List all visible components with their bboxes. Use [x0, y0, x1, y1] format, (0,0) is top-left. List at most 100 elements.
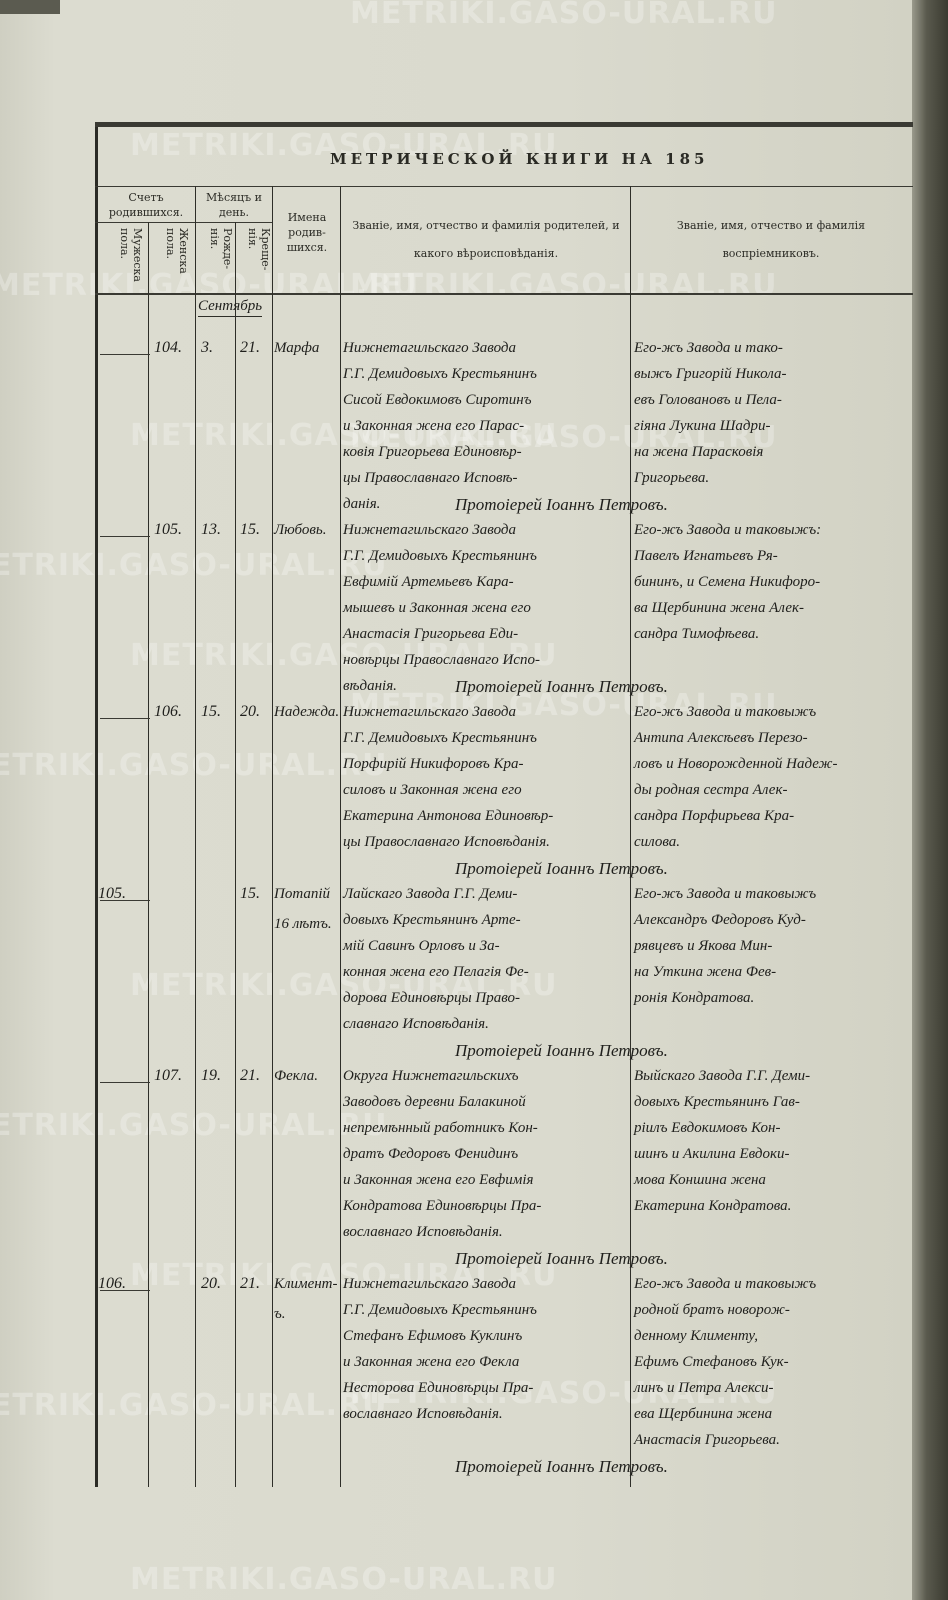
entry-parents-line: довыхъ Крестьянинъ Арте-	[343, 912, 521, 928]
watermark-text: METRIKI.GASO-URAL.RU	[130, 1258, 558, 1293]
entry-godparents-line: ріилъ Евдокимовъ Кон-	[634, 1120, 781, 1136]
entry-baptism-day: 20.	[240, 703, 260, 720]
watermark-text: METRIKI.GASO-URAL.RU	[130, 418, 558, 453]
entry-birth-day: 13.	[201, 521, 221, 538]
entry-godparents-line: линъ и Петра Алекси-	[634, 1380, 774, 1396]
entry-godparents-line: гіяна Лукина Шадри-	[634, 418, 771, 434]
entry-female-number: 106.	[154, 703, 182, 720]
page-paper	[0, 0, 918, 1600]
entry-parents-line: Г.Г. Демидовыхъ Крестьянинъ	[343, 366, 537, 382]
entry-priest-signature: Протоіерей Іоаннъ Петровъ.	[455, 1041, 668, 1060]
entry-parents-line: ковія Григорьева Единовѣр-	[343, 444, 522, 460]
entry-male-number: 106.	[98, 1275, 126, 1292]
entry-male-number: 105.	[98, 885, 126, 902]
entry-godparents-line: на Уткина жена Фев-	[634, 964, 777, 980]
entry-godparents-line: Выйскаго Завода Г.Г. Деми-	[634, 1068, 811, 1084]
entry-godparents-line: Григорьева.	[634, 470, 710, 486]
entry-godparents-line: Ефимъ Стефановъ Кук-	[634, 1354, 789, 1370]
entry-parents-line: Нижнетагильскаго Завода	[343, 340, 516, 356]
watermark-text: METRIKI.GASO-URAL.RU	[0, 548, 388, 583]
watermark-text: METRIKI.GASO-URAL.RU	[350, 688, 778, 723]
header-parents: Званіе, имя, отчество и фамилія родителе…	[352, 219, 620, 260]
entry-birth-day: 20.	[201, 1275, 221, 1292]
entry-godparents-line: рявцевъ и Якова Мин-	[634, 938, 773, 954]
entry-child-name: Климент-	[274, 1276, 338, 1292]
entry-parents-line: вѣданія.	[343, 678, 397, 694]
entry-child-name: ъ.	[274, 1306, 286, 1322]
entry-godparents-line: ронія Кондратова.	[634, 990, 755, 1006]
col-rule-female	[195, 186, 196, 1487]
entry-priest-signature: Протоіерей Іоаннъ Петровъ.	[455, 1457, 668, 1476]
entry-godparents-line: шинъ и Акилина Евдоки-	[634, 1146, 790, 1162]
entry-parents-line: Нижнетагильскаго Завода	[343, 704, 516, 720]
entry-parents-line: Г.Г. Демидовыхъ Крестьянинъ	[343, 1302, 537, 1318]
watermark-text: METRIKI.GASO-URAL.RU	[130, 128, 558, 163]
col-rule-parents	[630, 186, 631, 1487]
entry-godparents-line: выжъ Григорій Никола-	[634, 366, 787, 382]
page-title: МЕТРИЧЕСКОЙ КНИГИ НА 185	[330, 150, 709, 168]
entry-godparents-line: ва Щербинина жена Алек-	[634, 600, 804, 616]
entry-godparents-line: Его-жъ Завода и таковыжъ	[634, 886, 817, 902]
entry-child-name: Потапій	[274, 886, 331, 902]
watermark-text: METRIKI.GASO-URAL.RU	[350, 1376, 778, 1411]
entry-godparents-line: мова Коншина жена	[634, 1172, 766, 1188]
entry-baptism-day: 21.	[240, 1275, 260, 1292]
watermark-text: METRIKI.GASO-URAL.RU	[0, 268, 418, 303]
entry-godparents-line: родной братъ новорож-	[634, 1302, 790, 1318]
entry-child-name: Фекла.	[274, 1068, 319, 1084]
entry-child-name: Любовь.	[274, 522, 327, 538]
watermark-text: METRIKI.GASO-URAL.RU	[350, 0, 778, 31]
entry-godparents-line: Екатерина Кондратова.	[634, 1198, 792, 1214]
entry-godparents-line: Анастасія Григорьева.	[634, 1432, 780, 1448]
entry-parents-line: конная жена его Пелагія Фе-	[343, 964, 529, 980]
entry-godparents-line: силова.	[634, 834, 681, 850]
entry-parents-line: новѣрцы Православнаго Испо-	[343, 652, 540, 668]
entry-priest-signature: Протоіерей Іоаннъ Петровъ.	[455, 495, 668, 514]
month-label: Сентябрь	[198, 296, 263, 317]
watermark-text: METRIKI.GASO-URAL.RU	[130, 968, 558, 1003]
col-rule-names	[340, 186, 341, 1487]
entry-godparents-line: Павелъ Игнатьевъ Ря-	[634, 548, 778, 564]
table-top-rule	[95, 122, 913, 127]
entry-parents-line: дорова Единовѣрцы Право-	[343, 990, 521, 1006]
entry-parents-line: непремѣнный работникъ Кон-	[343, 1120, 538, 1136]
entry-baptism-day: 21.	[240, 339, 260, 356]
entry-parents-line: данія.	[343, 496, 381, 512]
entry-parents-line: мій Савинъ Орловъ и За-	[343, 938, 500, 954]
entry-parents-line: дратъ Федоровъ Фенидинъ	[343, 1146, 519, 1162]
watermark-text: METRIKI.GASO-URAL.RU	[130, 1562, 558, 1597]
entry-godparents-line: ды родная сестра Алек-	[634, 782, 788, 798]
watermark-text: METRIKI.GASO-URAL.RU	[0, 1388, 388, 1423]
entry-godparents-line: сандра Тимофѣева.	[634, 626, 760, 642]
entry-parents-line: цы Православнаго Исповѣданія.	[343, 834, 550, 850]
header-names: Имена родив-шихся.	[286, 211, 328, 254]
watermark-text: METRIKI.GASO-URAL.RU	[350, 268, 778, 303]
header-sub-rule	[95, 222, 273, 223]
entry-godparents-line: Его-жъ Завода и таковыжъ:	[634, 522, 822, 538]
entry-priest-signature: Протоіерей Іоаннъ Петровъ.	[455, 859, 668, 878]
entry-parents-line: и Законная жена его Евфимія	[343, 1172, 534, 1188]
table-frame	[95, 122, 916, 1487]
entry-parents-line: Сисой Евдокимовъ Сиротинъ	[343, 392, 532, 408]
entry-godparents-line: Его-жъ Завода и тако-	[634, 340, 783, 356]
entry-rule	[100, 900, 150, 901]
entry-godparents-line: Его-жъ Завода и таковыжъ	[634, 704, 817, 720]
entry-godparents-line: денному Клименту,	[634, 1328, 759, 1344]
header-female: Женска пола.	[164, 228, 190, 274]
entry-parents-line: Нижнетагильскаго Завода	[343, 1276, 516, 1292]
page-corner	[0, 0, 60, 14]
entry-child-name: 16 лѣтъ.	[274, 916, 332, 932]
header-top-rule	[95, 186, 913, 187]
watermark-text: METRIKI.GASO-URAL.RU	[0, 1108, 388, 1143]
entry-parents-line: цы Православнаго Исповѣ-	[343, 470, 518, 486]
entry-child-name: Марфа	[274, 340, 320, 356]
entry-parents-line: и Законная жена его Фекла	[343, 1354, 520, 1370]
entry-parents-line: мышевъ и Законная жена его	[343, 600, 531, 616]
entry-parents-line: вославнаго Исповѣданія.	[343, 1224, 503, 1240]
entry-parents-line: Заводовъ деревни Балакиной	[343, 1094, 526, 1110]
entry-priest-signature: Протоіерей Іоаннъ Петровъ.	[455, 1249, 668, 1268]
header-godparents: Званіе, имя, отчество и фамилія воспріем…	[676, 219, 866, 260]
header-month-day: Мѣсяцъ и день.	[206, 191, 262, 219]
entry-parents-line: Г.Г. Демидовыхъ Крестьянинъ	[343, 730, 537, 746]
entry-parents-line: Анастасія Григорьева Еди-	[343, 626, 519, 642]
